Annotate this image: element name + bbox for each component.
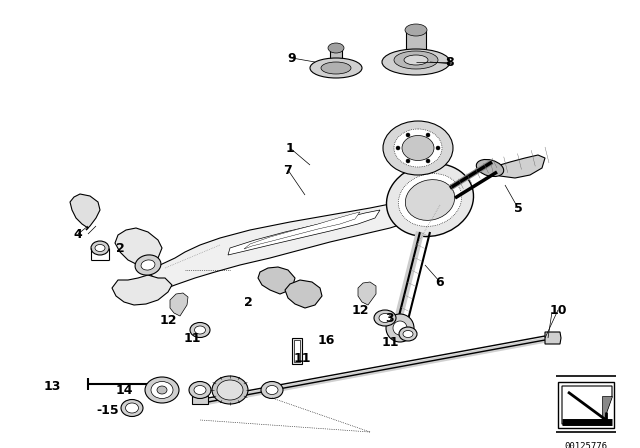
Polygon shape: [244, 212, 360, 249]
Text: 10: 10: [549, 303, 567, 316]
Ellipse shape: [141, 260, 155, 270]
Polygon shape: [358, 282, 376, 305]
Polygon shape: [562, 386, 612, 424]
Ellipse shape: [189, 382, 211, 399]
Ellipse shape: [399, 327, 417, 341]
Circle shape: [426, 133, 430, 137]
Text: -15: -15: [97, 404, 119, 417]
Ellipse shape: [383, 121, 453, 175]
Ellipse shape: [190, 323, 210, 337]
Text: 00125776: 00125776: [564, 442, 607, 448]
Bar: [558, 382, 614, 428]
Circle shape: [436, 146, 440, 150]
Text: 12: 12: [159, 314, 177, 327]
Text: 2: 2: [244, 296, 252, 309]
Ellipse shape: [405, 180, 454, 220]
Ellipse shape: [403, 331, 413, 337]
Polygon shape: [192, 396, 208, 404]
Text: 14: 14: [115, 383, 132, 396]
Text: 1: 1: [285, 142, 294, 155]
Ellipse shape: [212, 376, 248, 404]
Circle shape: [406, 159, 410, 163]
Ellipse shape: [328, 43, 344, 53]
Bar: [294, 340, 300, 362]
Ellipse shape: [194, 385, 206, 395]
Polygon shape: [482, 155, 545, 178]
Polygon shape: [112, 275, 172, 305]
Circle shape: [386, 314, 414, 342]
Text: 5: 5: [514, 202, 522, 215]
Circle shape: [393, 321, 407, 335]
Polygon shape: [285, 280, 322, 308]
Polygon shape: [170, 293, 188, 316]
Ellipse shape: [382, 49, 450, 75]
Ellipse shape: [266, 385, 278, 395]
Text: 11: 11: [381, 336, 399, 349]
Polygon shape: [602, 396, 612, 424]
Polygon shape: [545, 332, 561, 344]
Circle shape: [406, 133, 410, 137]
Text: 8: 8: [445, 56, 454, 69]
Polygon shape: [150, 190, 470, 290]
Text: 12: 12: [351, 303, 369, 316]
Ellipse shape: [321, 62, 351, 74]
Text: 2: 2: [116, 241, 124, 254]
Circle shape: [396, 146, 400, 150]
Ellipse shape: [394, 51, 438, 69]
Ellipse shape: [217, 380, 243, 400]
Text: 3: 3: [386, 311, 394, 324]
Ellipse shape: [261, 382, 283, 399]
Circle shape: [426, 159, 430, 163]
Text: 6: 6: [436, 276, 444, 289]
Ellipse shape: [387, 164, 474, 237]
Ellipse shape: [95, 245, 105, 251]
Ellipse shape: [374, 310, 396, 326]
Ellipse shape: [404, 55, 428, 65]
Bar: [292, 338, 302, 364]
Text: 16: 16: [317, 333, 335, 346]
Ellipse shape: [476, 159, 504, 177]
Ellipse shape: [135, 255, 161, 275]
Ellipse shape: [121, 400, 143, 417]
Ellipse shape: [405, 24, 427, 36]
Polygon shape: [115, 228, 162, 268]
Ellipse shape: [195, 326, 205, 334]
Ellipse shape: [379, 314, 391, 323]
Ellipse shape: [398, 173, 461, 226]
Text: 11: 11: [293, 352, 311, 365]
Text: 7: 7: [284, 164, 292, 177]
Polygon shape: [258, 267, 295, 294]
Bar: [330, 48, 342, 70]
Ellipse shape: [394, 129, 442, 167]
Text: 4: 4: [74, 228, 83, 241]
Ellipse shape: [145, 377, 179, 403]
Ellipse shape: [157, 386, 167, 394]
Text: 11: 11: [183, 332, 201, 345]
Ellipse shape: [91, 241, 109, 255]
Polygon shape: [228, 210, 380, 255]
Ellipse shape: [151, 382, 173, 399]
Text: 9: 9: [288, 52, 296, 65]
Ellipse shape: [125, 403, 138, 413]
Bar: [406, 30, 426, 62]
Ellipse shape: [402, 135, 434, 160]
Ellipse shape: [310, 58, 362, 78]
Polygon shape: [70, 194, 100, 230]
Text: 13: 13: [44, 379, 61, 392]
